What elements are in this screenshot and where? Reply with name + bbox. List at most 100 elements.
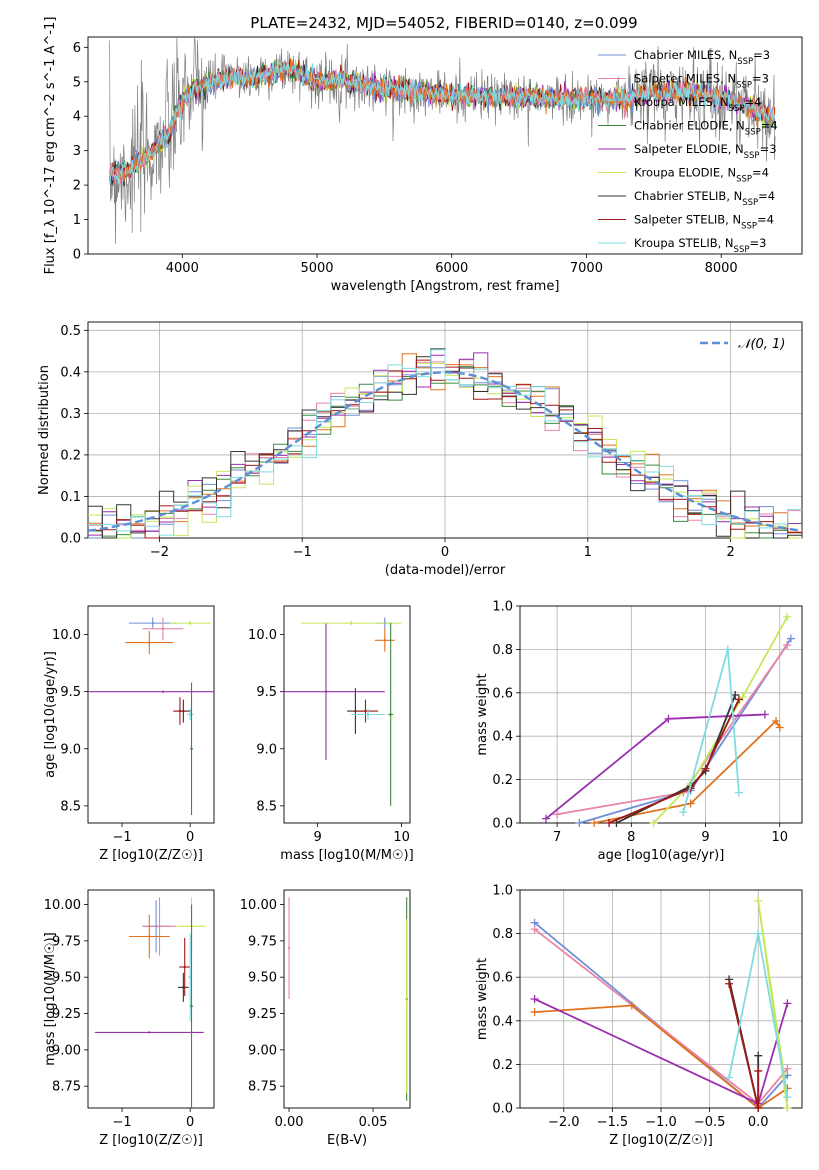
y-axis-label: Normed distribution xyxy=(37,365,52,495)
data-point xyxy=(148,935,151,938)
data-point-marker xyxy=(786,634,795,643)
data-point-marker xyxy=(772,717,781,726)
series-line xyxy=(534,1004,788,1110)
data-point-marker xyxy=(575,819,584,827)
legend-label: Chabrier MILES, NSSP=3 xyxy=(634,48,770,67)
residual-histogram xyxy=(88,366,802,539)
data-point-marker xyxy=(783,641,792,650)
x-tick-label: 0 xyxy=(186,830,194,845)
x-tick-label: 6000 xyxy=(435,261,468,276)
y-tick-label: 1 xyxy=(73,213,81,228)
x-tick-label: 5000 xyxy=(300,261,333,276)
y-tick-label: 10.00 xyxy=(240,898,277,913)
legend-label: Salpeter STELIB, NSSP=4 xyxy=(634,213,774,232)
y-tick-label: 9.0 xyxy=(256,742,277,757)
y-tick-label: 0.1 xyxy=(60,490,81,505)
data-point-marker xyxy=(775,723,784,732)
data-point xyxy=(148,641,151,644)
y-tick-label: 10.0 xyxy=(248,628,277,643)
data-point-marker xyxy=(731,690,740,699)
y-tick-label: 10.00 xyxy=(44,898,81,913)
data-point-marker xyxy=(754,1066,763,1075)
data-point-marker xyxy=(553,810,562,819)
x-axis-label: wavelength [Angstrom, rest frame] xyxy=(331,279,560,294)
x-axis-label: mass [log10(M/M☉)] xyxy=(280,848,413,863)
y-tick-label: 8.75 xyxy=(52,1080,81,1095)
y-tick-label: 0.0 xyxy=(60,532,81,547)
axes-frame xyxy=(519,605,803,824)
x-tick-label: 9 xyxy=(701,830,709,845)
y-axis-label: mass weight xyxy=(475,673,490,755)
x-tick-label: 10 xyxy=(771,830,788,845)
x-tick-label: 1 xyxy=(584,545,592,560)
y-tick-label: 9.50 xyxy=(248,971,277,986)
y-tick-label: 3 xyxy=(73,144,81,159)
data-point-marker xyxy=(754,896,763,905)
y-tick-label: 8.75 xyxy=(248,1080,277,1095)
data-point xyxy=(188,976,192,979)
data-point xyxy=(151,621,154,625)
y-tick-label: 4 xyxy=(73,110,81,125)
y-axis-label: Flux [f_λ 10^-17 erg cm^-2 s^-1 A^-1] xyxy=(43,17,58,275)
x-tick-label: −1.5 xyxy=(597,1115,629,1130)
y-axis-label: mass weight xyxy=(475,958,490,1040)
y-tick-label: 0.5 xyxy=(60,324,81,339)
y-tick-label: 0.6 xyxy=(492,686,513,701)
y-tick-label: 1.0 xyxy=(492,884,513,899)
x-axis-label: Z [log10(Z/Z☉)] xyxy=(609,1133,713,1148)
y-tick-label: 0.3 xyxy=(60,407,81,422)
data-point xyxy=(383,639,386,642)
data-point-marker xyxy=(725,1073,734,1082)
data-point-marker xyxy=(723,645,732,654)
y-tick-label: 0 xyxy=(73,248,81,263)
data-point-marker xyxy=(783,999,792,1008)
data-point xyxy=(364,709,367,713)
data-point-marker xyxy=(734,788,743,797)
y-tick-label: 10.0 xyxy=(52,628,81,643)
y-tick-label: 0.4 xyxy=(492,1014,513,1029)
data-point xyxy=(350,621,353,625)
y-tick-label: 0.2 xyxy=(492,1058,513,1073)
y-tick-label: 9.75 xyxy=(248,934,277,949)
data-point-marker xyxy=(590,819,599,827)
y-tick-label: 9.25 xyxy=(52,1007,81,1022)
data-point-marker xyxy=(783,612,792,621)
series-line xyxy=(594,719,781,824)
y-tick-label: 0.4 xyxy=(60,365,81,380)
y-tick-label: 9.50 xyxy=(52,971,81,986)
data-point xyxy=(183,965,186,969)
model-spectrum-line xyxy=(109,59,776,185)
x-tick-label: 0.00 xyxy=(275,1115,304,1130)
legend-label: Salpeter ELODIE, NSSP=3 xyxy=(634,142,777,161)
y-tick-label: 0.8 xyxy=(492,927,513,942)
y-tick-label: 9.25 xyxy=(248,1007,277,1022)
x-tick-label: −1 xyxy=(112,830,131,845)
x-tick-label: −1 xyxy=(112,1115,131,1130)
x-tick-label: −0.5 xyxy=(694,1115,726,1130)
data-point xyxy=(158,925,161,928)
x-tick-label: 0 xyxy=(441,545,449,560)
x-tick-label: 10 xyxy=(393,830,410,845)
data-point xyxy=(190,747,193,750)
data-point-marker xyxy=(783,1064,792,1073)
massweight-vs-age-panel: 7 8 9 10 0.0 0.2 0.4 0.6 0.8 1.0 age [log10(age/yr… xyxy=(475,600,803,863)
data-point xyxy=(178,709,182,713)
y-tick-label: 9.5 xyxy=(60,685,81,700)
legend-label: Kroupa MILES, NSSP=4 xyxy=(634,95,761,114)
x-tick-label: 0.0 xyxy=(748,1115,769,1130)
data-point xyxy=(190,1005,193,1008)
figure-title: PLATE=2432, MJD=54052, FIBERID=0140, z=0… xyxy=(250,14,637,32)
data-point xyxy=(366,713,370,716)
y-tick-label: 0.6 xyxy=(492,971,513,986)
x-tick-label: 0 xyxy=(186,1115,194,1130)
y-tick-label: 8.5 xyxy=(256,799,277,814)
data-point-marker xyxy=(734,695,743,704)
axes-frame xyxy=(283,605,411,824)
x-tick-label: 7000 xyxy=(570,261,603,276)
data-point xyxy=(161,627,165,631)
data-point xyxy=(324,690,328,693)
data-point xyxy=(161,690,165,693)
legend-label: Kroupa STELIB, NSSP=3 xyxy=(634,236,766,255)
axes-frame xyxy=(87,889,215,1109)
y-axis-label: mass [log10(M/M☉)] xyxy=(43,932,58,1065)
